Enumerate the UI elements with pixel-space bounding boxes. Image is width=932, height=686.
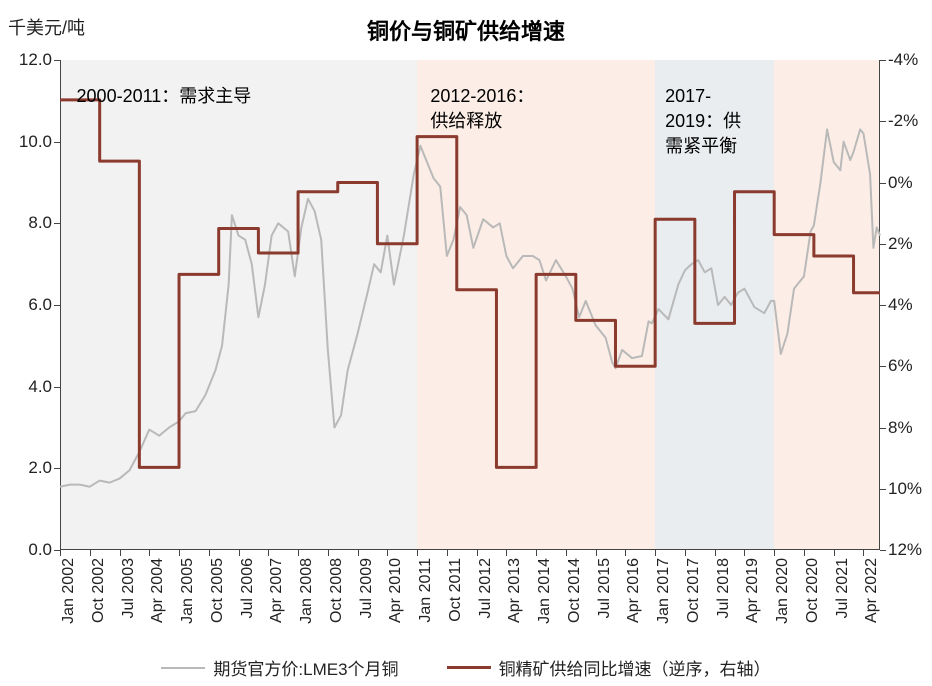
y-right-tick-label: 6% [880,356,913,376]
x-tick [358,550,359,556]
x-tick-label: Apr 2019 [744,558,762,623]
x-tick-label: Jan 2011 [417,558,435,623]
chart-title: 铜价与铜矿供给增速 [367,14,565,46]
x-tick [179,550,180,556]
x-tick [120,550,121,556]
y-left-tick-label: 2.0 [28,458,60,478]
x-tick [417,550,418,556]
y-right-tick-label: 4% [880,295,913,315]
x-tick-label: Jan 2020 [774,558,792,624]
y-right-tick-label: 0% [880,173,913,193]
y-right-tick-label: -4% [880,50,918,70]
legend-item: 铜精矿供给同比增速（逆序，右轴） [447,655,771,680]
x-tick-label: Oct 2002 [90,558,108,623]
x-tick [328,550,329,556]
x-tick [268,550,269,556]
y-axis-left-label: 千美元/吨 [8,14,85,40]
plot-area: 0.02.04.06.08.010.012.0-4%-2%0%2%4%6%8%1… [60,60,880,550]
x-tick-label: Jan 2014 [536,558,554,624]
x-tick-label: Jul 2003 [120,558,138,619]
x-tick-label: Jan 2005 [179,558,197,624]
x-tick-label: Oct 2017 [685,558,703,623]
x-tick-label: Apr 2013 [506,558,524,623]
x-tick-label: Oct 2014 [566,558,584,623]
x-tick-label: Jan 2017 [655,558,673,624]
y-left-tick-label: 6.0 [28,295,60,315]
y-left-tick-label: 8.0 [28,213,60,233]
x-tick-label: Apr 2016 [625,558,643,623]
x-tick [596,550,597,556]
y-right-tick-label: 8% [880,418,913,438]
x-tick-label: Oct 2011 [447,558,465,622]
x-tick [506,550,507,556]
x-tick [774,550,775,556]
annot-2017-2019: 2017-2019：供需紧平衡 [665,84,741,160]
x-tick [863,550,864,556]
y-left-tick-label: 0.0 [28,540,60,560]
x-tick-label: Jul 2018 [715,558,733,619]
x-tick-label: Apr 2004 [149,558,167,623]
x-tick [387,550,388,556]
x-tick [239,550,240,556]
x-tick-label: Oct 2008 [328,558,346,623]
x-tick [804,550,805,556]
y-right-tick-label: 2% [880,234,913,254]
x-tick-label: Apr 2007 [268,558,286,623]
price-lme-3m-copper [60,129,880,486]
x-tick [90,550,91,556]
legend-swatch [447,666,491,669]
x-tick [685,550,686,556]
x-tick [209,550,210,556]
chart-container: 铜价与铜矿供给增速 千美元/吨 0.02.04.06.08.010.012.0-… [0,0,932,686]
copper-concentrate-supply-yoy [60,100,880,468]
annot-2012-2016: 2012-2016：供给释放 [430,84,534,134]
y-left-tick-label: 12.0 [19,50,60,70]
x-tick-label: Jul 2009 [358,558,376,619]
x-tick [715,550,716,556]
x-tick-label: Jul 2012 [477,558,495,619]
legend: 期货官方价:LME3个月铜 铜精矿供给同比增速（逆序，右轴） [0,655,932,680]
x-tick [536,550,537,556]
x-tick-label: Oct 2005 [209,558,227,623]
x-tick-label: Oct 2020 [804,558,822,623]
x-tick-label: Jan 2002 [60,558,78,624]
x-tick-label: Jul 2015 [596,558,614,619]
legend-item: 期货官方价:LME3个月铜 [161,655,398,680]
x-tick [60,550,61,556]
y-right-tick-label: 12% [880,540,922,560]
legend-label: 铜精矿供给同比增速（逆序，右轴） [499,655,771,680]
x-tick-label: Jul 2021 [834,558,852,619]
x-tick [447,550,448,556]
x-tick [298,550,299,556]
x-tick-label: Apr 2010 [387,558,405,623]
annot-2000-2011: 2000-2011：需求主导 [77,84,252,109]
x-tick-label: Jul 2006 [239,558,257,619]
x-tick-label: Apr 2022 [863,558,881,623]
x-tick [625,550,626,556]
y-right-tick-label: -2% [880,111,918,131]
x-tick [744,550,745,556]
x-tick [566,550,567,556]
x-tick-label: Jan 2008 [298,558,316,624]
y-left-tick-label: 4.0 [28,377,60,397]
y-right-tick-label: 10% [880,479,922,499]
x-tick [834,550,835,556]
x-tick [477,550,478,556]
x-tick [149,550,150,556]
legend-swatch [161,667,205,669]
y-left-tick-label: 10.0 [19,132,60,152]
legend-label: 期货官方价:LME3个月铜 [213,655,398,680]
x-tick [655,550,656,556]
